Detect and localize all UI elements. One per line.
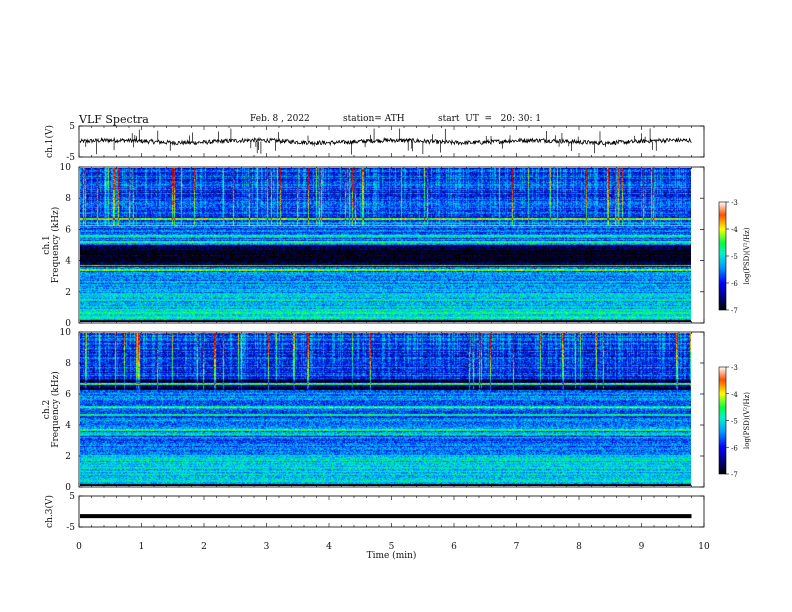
- y-tick-label: 2: [65, 288, 71, 298]
- spectrogram-images: [80, 168, 691, 486]
- y-tick-label: 4: [65, 257, 71, 267]
- y-tick-label: 8: [65, 359, 71, 369]
- y-tick-label: 4: [65, 421, 71, 431]
- waveform-lines: [79, 128, 692, 519]
- y-tick-label: 2: [65, 452, 71, 462]
- colorbar-label: log(PSD)(V²/Hz): [743, 227, 751, 284]
- colorbar-tick-label: -6: [731, 280, 738, 288]
- start-time-label: start UT = 20: 30: 1: [438, 114, 542, 124]
- spectrogram-image-2: [80, 333, 691, 486]
- colorbar-tick-label: -5: [731, 418, 738, 426]
- y-tick-label: -5: [66, 523, 75, 533]
- x-tick-label: 0: [76, 542, 82, 552]
- x-tick-label: 6: [451, 542, 457, 552]
- x-axis-label: Time (min): [367, 550, 417, 561]
- x-tick-label: 1: [139, 542, 145, 552]
- y-tick-label: 6: [65, 390, 71, 400]
- y-tick-label: 8: [65, 194, 71, 204]
- y-tick-label: -5: [66, 153, 75, 163]
- y-tick-label: 10: [60, 163, 72, 173]
- x-tick-label: 5: [389, 542, 395, 552]
- colorbar-tick-label: -4: [731, 226, 738, 234]
- y-tick-label: 5: [69, 122, 75, 132]
- channel-label: ch.2: [42, 400, 52, 419]
- colorbar-label: log(PSD)(V²/Hz): [743, 392, 751, 449]
- date-label: Feb. 8 , 2022: [250, 114, 310, 124]
- colorbar-tick-label: -4: [731, 391, 738, 399]
- spectrogram-image-1: [80, 168, 691, 322]
- colorbar-tick-label: -3: [731, 199, 738, 207]
- figure-title: VLF Spectra: [79, 113, 149, 126]
- colorbar-tick-label: -3: [731, 364, 738, 372]
- y-tick-label: 0: [65, 319, 71, 329]
- y-tick-label: 5: [69, 492, 75, 502]
- colorbar: [718, 366, 727, 475]
- x-tick-label: 10: [698, 542, 710, 552]
- y-axis-label: Frequency (kHz): [50, 371, 61, 448]
- x-tick-label: 4: [326, 542, 332, 552]
- x-tick-label: 9: [639, 542, 645, 552]
- y-tick-label: 0: [65, 483, 71, 493]
- colorbar: [718, 201, 727, 311]
- colorbar-tick-label: -6: [731, 444, 738, 452]
- colorbar-tick-label: -7: [731, 307, 738, 315]
- station-label: station= ATH: [343, 114, 405, 124]
- x-tick-label: 7: [514, 542, 520, 552]
- y-axis-label: Frequency (kHz): [50, 207, 61, 284]
- x-tick-label: 2: [201, 542, 207, 552]
- y-tick-label: 6: [65, 225, 71, 235]
- colorbar-tick-label: -7: [731, 471, 738, 479]
- panel-frame-4: [78, 495, 705, 528]
- ch1-waveform-line: [79, 136, 692, 147]
- y-axis-label: ch.3(V): [44, 495, 55, 528]
- channel-label: ch.1: [42, 235, 52, 254]
- y-axis-label: ch.1(V): [44, 125, 55, 158]
- colorbar-tick-label: -5: [731, 253, 738, 261]
- y-tick-label: 10: [60, 328, 72, 338]
- x-tick-label: 8: [576, 542, 582, 552]
- x-tick-label: 3: [264, 542, 270, 552]
